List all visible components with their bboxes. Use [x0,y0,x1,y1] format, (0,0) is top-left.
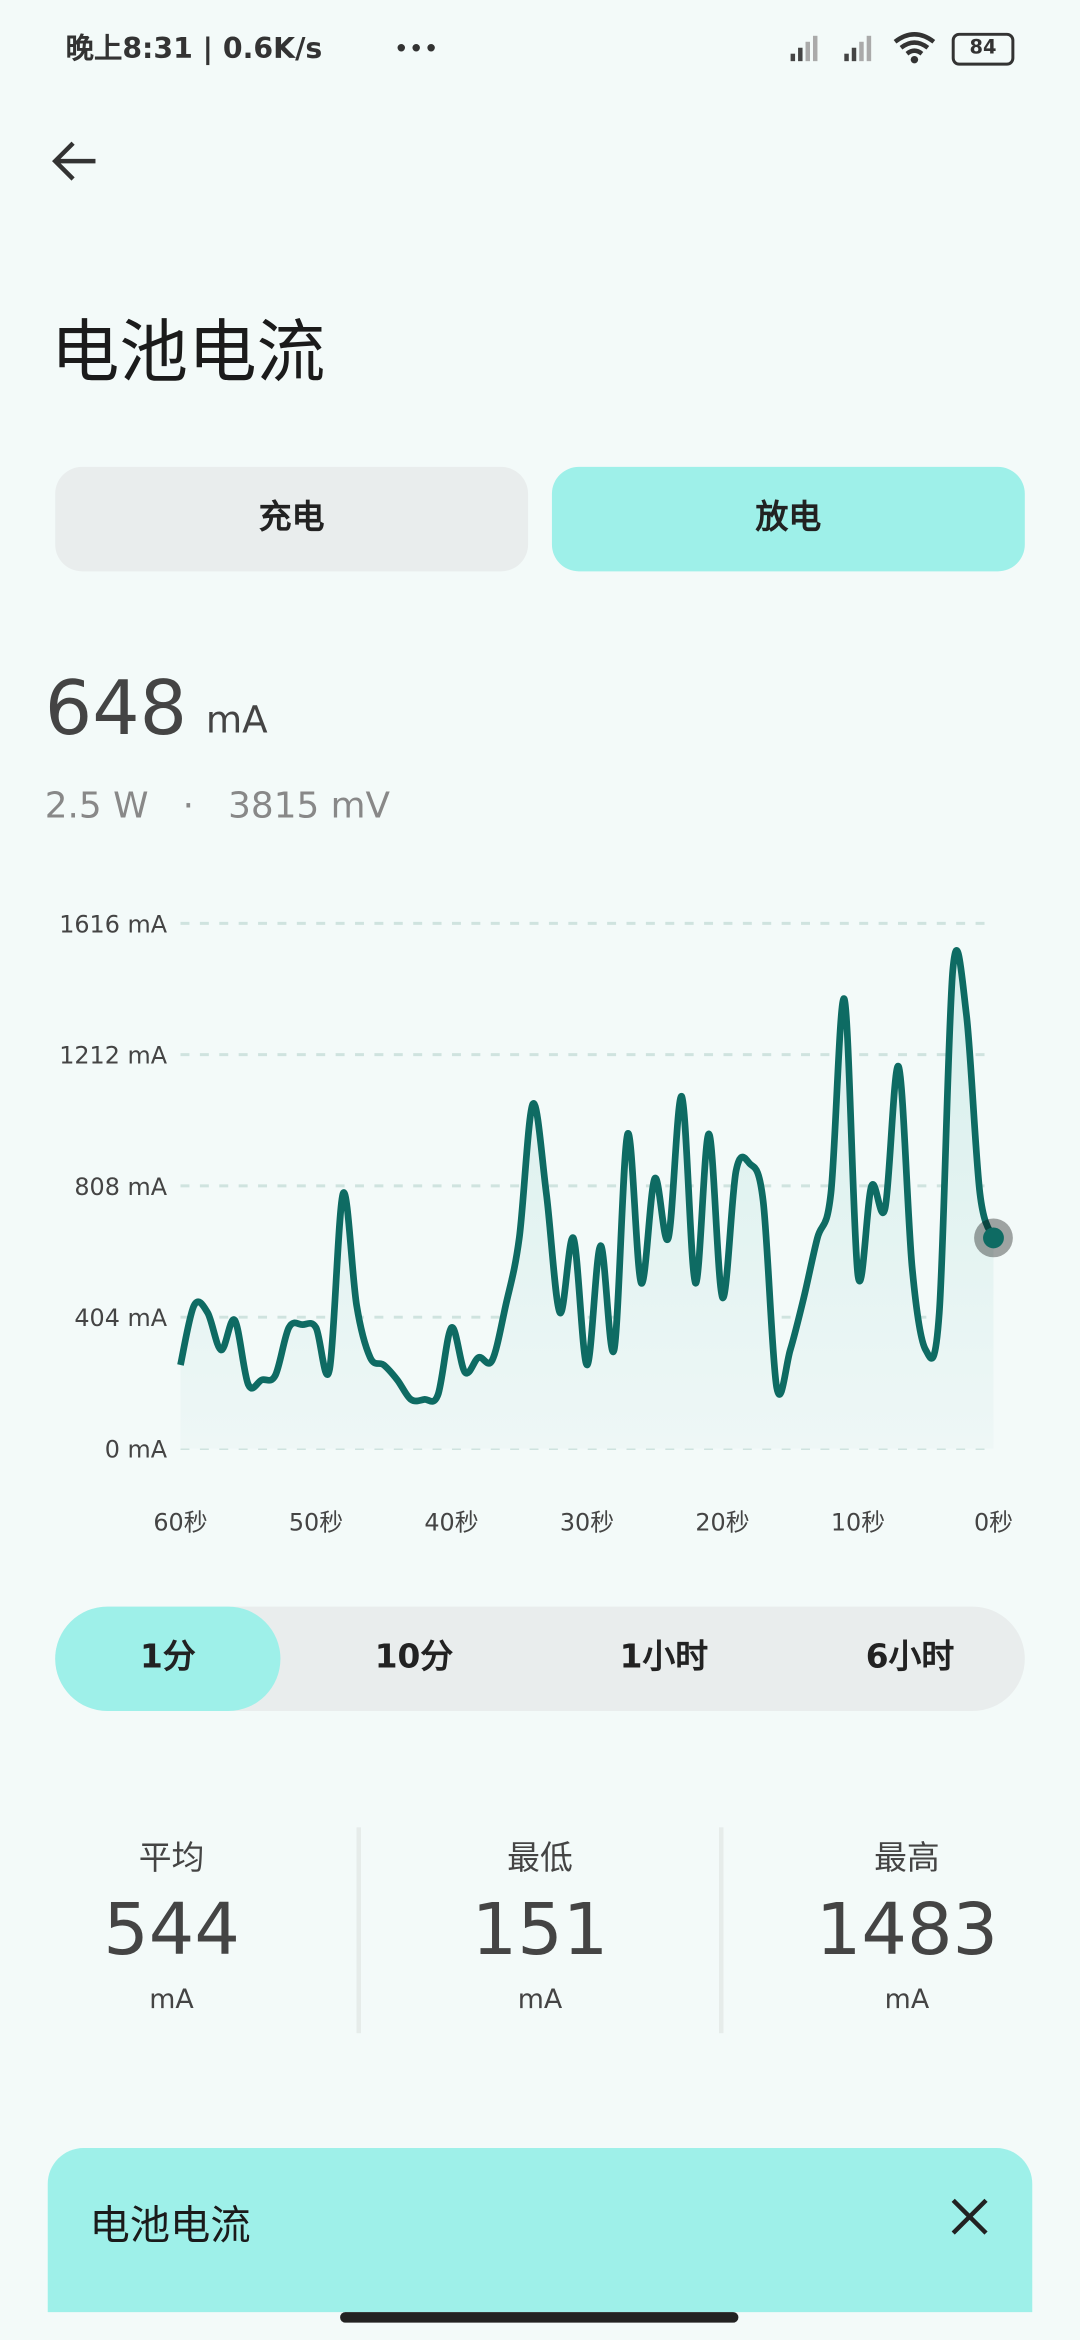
status-text: 晚上8:31 | 0.6K/s [65,32,323,66]
divider [719,1827,724,2034]
voltage: 3815 mV [228,784,391,827]
chart: 0 mA 404 mA 808 mA 1212 mA 1616 mA 60秒 50秒 40秒 3… [59,910,1013,1536]
x-tick-label: 0秒 [974,1508,1013,1536]
stat-value: 1483 [815,1888,999,1973]
close-button[interactable] [949,2196,991,2238]
page-title: 电池电流 [50,311,326,393]
current-point [983,1227,1004,1249]
battery: 84 [951,32,1015,66]
more-icon [397,44,435,52]
range-6h[interactable]: 6小时 [865,1639,955,1677]
tab-charge[interactable]: 充电 [55,466,529,572]
power-voltage: 2.5 W · 3815 mV [44,784,391,827]
stat-avg: 平均 544 mA [22,1832,320,2016]
y-tick-label: 404 mA [74,1304,167,1332]
x-tick-label: 10秒 [831,1508,885,1536]
stat-min: 最低 151 mA [391,1832,689,2016]
stat-label: 平均 [138,1840,205,1879]
stat-value: 151 [471,1888,609,1973]
y-tick-label: 1616 mA [59,910,168,938]
range-1h[interactable]: 1小时 [619,1639,709,1677]
y-tick-label: 808 mA [74,1173,167,1201]
home-indicator [340,2312,739,2323]
x-tick-label: 30秒 [560,1508,614,1536]
signal-icons [790,32,936,64]
current-value: 648 [44,665,188,752]
line [177,947,997,1405]
x-tick-label: 50秒 [289,1508,343,1536]
y-tick-label: 0 mA [105,1435,168,1463]
back-button[interactable] [51,137,102,185]
stat-label: 最低 [507,1840,573,1879]
toast [47,2148,1033,2313]
tab-discharge[interactable]: 放电 [551,466,1025,572]
stat-max: 最高 1483 mA [758,1832,1056,2016]
divider [356,1827,361,2034]
range-1m[interactable]: 1分 [55,1606,281,1711]
range-10m[interactable]: 10分 [374,1639,454,1677]
x-tick-label: 20秒 [695,1508,749,1536]
stat-unit: mA [884,1983,930,2016]
toast-text: 电池电流 [89,2203,251,2250]
stat-unit: mA [149,1983,194,2016]
y-tick-label: 1212 mA [59,1042,168,1070]
x-tick-label: 60秒 [153,1508,207,1536]
power: 2.5 W [44,784,149,827]
stat-label: 最高 [874,1840,940,1879]
stat-unit: mA [517,1983,563,2016]
stat-value: 544 [103,1888,240,1973]
current-unit: mA [205,698,268,742]
x-tick-label: 40秒 [424,1508,478,1536]
